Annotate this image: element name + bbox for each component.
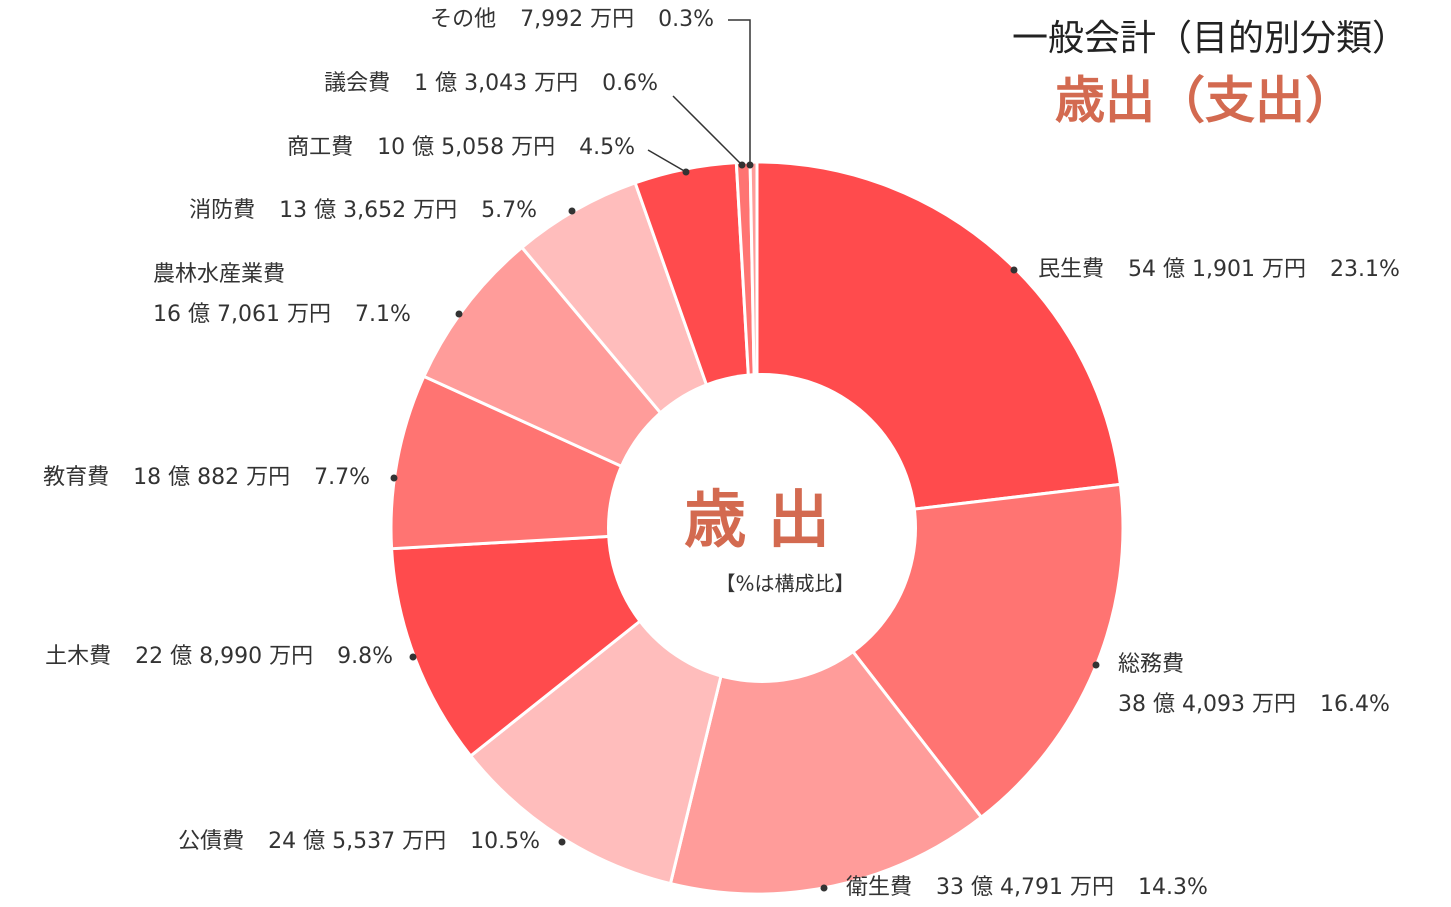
label-dot bbox=[1010, 266, 1018, 274]
label-dot bbox=[746, 161, 754, 169]
value-label: 23.1% bbox=[1330, 257, 1400, 282]
amount-label: 13 億 3,652 万円 bbox=[279, 198, 457, 223]
value-label: 0.3% bbox=[658, 7, 714, 32]
label-dot bbox=[558, 838, 566, 846]
amount-label: 38 億 4,093 万円 bbox=[1118, 692, 1296, 717]
amount-label: 10 億 5,058 万円 bbox=[377, 135, 555, 160]
label-line: 38 億 4,093 万円 16.4% bbox=[1118, 692, 1390, 717]
category-label: 教育費 bbox=[43, 465, 109, 490]
category-label: 商工費 bbox=[287, 135, 353, 160]
label-dot bbox=[390, 474, 398, 482]
label-dot bbox=[682, 168, 690, 176]
amount-label: 7,992 万円 bbox=[520, 7, 634, 32]
leader-line bbox=[647, 149, 687, 173]
label-line: その他 7,992 万円 0.3% bbox=[430, 7, 714, 32]
label-dot bbox=[568, 207, 576, 215]
category-label: 総務費 bbox=[1118, 652, 1184, 677]
value-label: 9.8% bbox=[337, 644, 393, 669]
leader-line bbox=[728, 19, 751, 165]
center-label: 歳 出 bbox=[684, 483, 830, 556]
label-line: 公債費 24 億 5,537 万円 10.5% bbox=[178, 829, 540, 854]
label-line: 議会費 1 億 3,043 万円 0.6% bbox=[324, 71, 658, 96]
category-label: 消防費 bbox=[189, 198, 255, 223]
amount-label: 24 億 5,537 万円 bbox=[268, 829, 446, 854]
category-label: 農林水産業費 bbox=[153, 262, 285, 287]
category-label: 土木費 bbox=[45, 644, 111, 669]
value-label: 16.4% bbox=[1320, 692, 1390, 717]
amount-label: 22 億 8,990 万円 bbox=[135, 644, 313, 669]
amount-label: 33 億 4,791 万円 bbox=[936, 875, 1114, 900]
value-label: 4.5% bbox=[579, 135, 635, 160]
leader-line bbox=[672, 95, 743, 166]
category-label: その他 bbox=[430, 7, 496, 32]
category-label: 民生費 bbox=[1038, 257, 1104, 282]
label-dot bbox=[455, 310, 463, 318]
label-line: 衛生費 33 億 4,791 万円 14.3% bbox=[846, 875, 1208, 900]
label-dot bbox=[820, 884, 828, 892]
label-line: 教育費 18 億 882 万円 7.7% bbox=[43, 465, 370, 490]
label-line: 土木費 22 億 8,990 万円 9.8% bbox=[45, 644, 393, 669]
amount-label: 1 億 3,043 万円 bbox=[414, 71, 578, 96]
value-label: 0.6% bbox=[602, 71, 658, 96]
label-line: 民生費 54 億 1,901 万円 23.1% bbox=[1038, 257, 1400, 282]
amount-label: 16 億 7,061 万円 bbox=[153, 302, 331, 327]
value-label: 5.7% bbox=[481, 198, 537, 223]
chart-title: 一般会計（目的別分類） bbox=[1012, 18, 1408, 59]
label-dot bbox=[409, 653, 417, 661]
label-line: 商工費 10 億 5,058 万円 4.5% bbox=[287, 135, 635, 160]
value-label: 7.7% bbox=[314, 465, 370, 490]
label-dot bbox=[1092, 661, 1100, 669]
value-label: 7.1% bbox=[355, 302, 411, 327]
donut-hole bbox=[607, 373, 917, 683]
category-label: 公債費 bbox=[178, 829, 244, 854]
category-label: 議会費 bbox=[324, 71, 390, 96]
label-dot bbox=[738, 161, 746, 169]
amount-label: 54 億 1,901 万円 bbox=[1128, 257, 1306, 282]
chart-subtitle: 歳出（支出） bbox=[1055, 72, 1355, 130]
label-line: 16 億 7,061 万円 7.1% bbox=[153, 302, 411, 327]
label-line: 消防費 13 億 3,652 万円 5.7% bbox=[189, 198, 537, 223]
value-label: 14.3% bbox=[1138, 875, 1208, 900]
category-label: 衛生費 bbox=[846, 875, 912, 900]
value-label: 10.5% bbox=[470, 829, 540, 854]
center-note: 【%は構成比】 bbox=[715, 572, 854, 596]
amount-label: 18 億 882 万円 bbox=[133, 465, 290, 490]
